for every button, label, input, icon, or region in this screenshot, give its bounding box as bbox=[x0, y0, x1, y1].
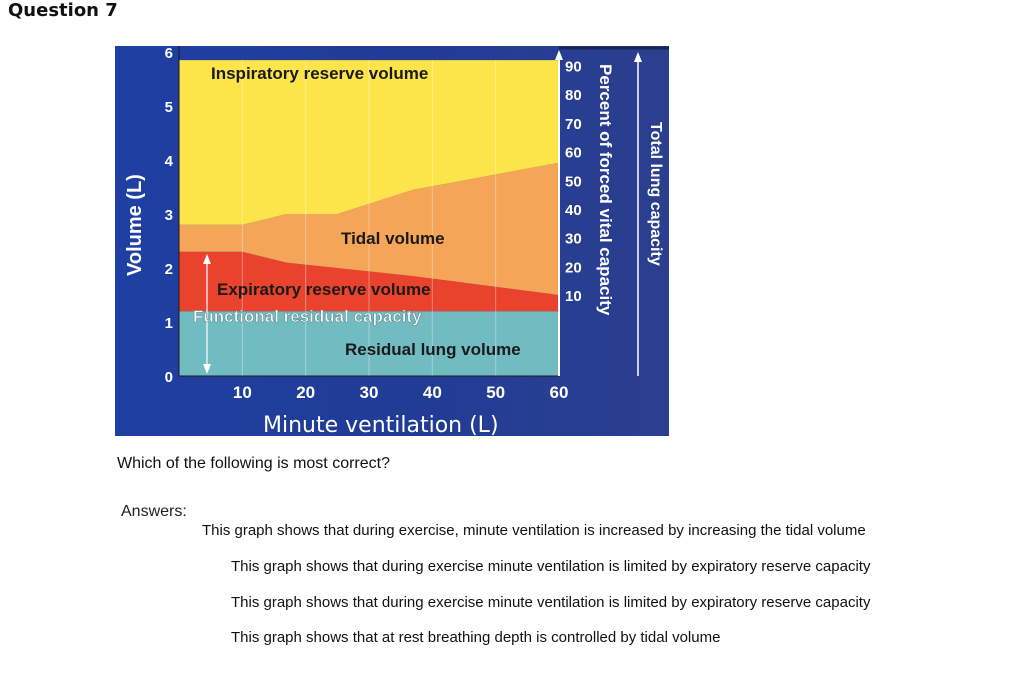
y-tick-label: 1 bbox=[165, 315, 173, 332]
y-tick-label: 5 bbox=[165, 99, 173, 116]
x-tick-label: 40 bbox=[423, 383, 442, 402]
y-tick-label: 0 bbox=[165, 369, 173, 386]
x-tick-label: 60 bbox=[550, 383, 569, 402]
y2-tick-label: 40 bbox=[565, 202, 582, 219]
y2-tick-label: 80 bbox=[565, 87, 582, 104]
label-inspiratory: Inspiratory reserve volume bbox=[211, 64, 428, 83]
label-expiratory: Expiratory reserve volume bbox=[217, 280, 431, 299]
tlc-axis-arrow bbox=[634, 52, 642, 62]
question-title: Question 7 bbox=[8, 0, 118, 21]
right-axis-arrow bbox=[555, 50, 563, 60]
y2-tick-label: 20 bbox=[565, 259, 582, 276]
y2-tick-label: 30 bbox=[565, 231, 582, 248]
area-residual bbox=[179, 311, 559, 376]
y-tick-label: 2 bbox=[165, 261, 173, 278]
right-axis-label: Percent of forced vital capacity bbox=[596, 64, 615, 316]
y-tick-label: 4 bbox=[165, 153, 174, 170]
y2-tick-label: 90 bbox=[565, 59, 582, 76]
x-tick-label: 10 bbox=[233, 383, 252, 402]
answer-option-3[interactable]: This graph shows that during exercise mi… bbox=[231, 594, 871, 611]
frc-arrow-down bbox=[203, 364, 211, 374]
area-inspiratory bbox=[179, 60, 559, 225]
label-functional: Functional residual capacity bbox=[193, 307, 422, 326]
question-prompt: Which of the following is most correct? bbox=[117, 455, 390, 472]
x-tick-label: 30 bbox=[360, 383, 379, 402]
y2-tick-label: 60 bbox=[565, 145, 582, 162]
y2-tick-label: 70 bbox=[565, 116, 582, 133]
answer-option-2[interactable]: This graph shows that during exercise mi… bbox=[231, 558, 871, 575]
x-tick-label: 50 bbox=[486, 383, 505, 402]
label-residual: Residual lung volume bbox=[345, 340, 521, 359]
y2-tick-label: 10 bbox=[565, 288, 582, 305]
y2-tick-label: 50 bbox=[565, 173, 582, 190]
far-right-label: Total lung capacity bbox=[647, 122, 664, 266]
frc-arrow-up bbox=[203, 254, 211, 264]
answer-option-1[interactable]: This graph shows that during exercise, m… bbox=[202, 522, 866, 539]
answer-option-4[interactable]: This graph shows that at rest breathing … bbox=[231, 629, 721, 646]
label-tidal: Tidal volume bbox=[341, 229, 445, 248]
answers-label: Answers: bbox=[121, 503, 187, 520]
left-axis-label: Volume (L) bbox=[124, 174, 146, 276]
x-axis-label: Minute ventilation (L) bbox=[263, 413, 499, 436]
area-tidal bbox=[179, 162, 559, 295]
y-tick-label: 3 bbox=[165, 207, 173, 224]
area-expiratory bbox=[179, 251, 559, 312]
y-tick-label: 6 bbox=[165, 46, 173, 62]
x-tick-label: 20 bbox=[296, 383, 315, 402]
